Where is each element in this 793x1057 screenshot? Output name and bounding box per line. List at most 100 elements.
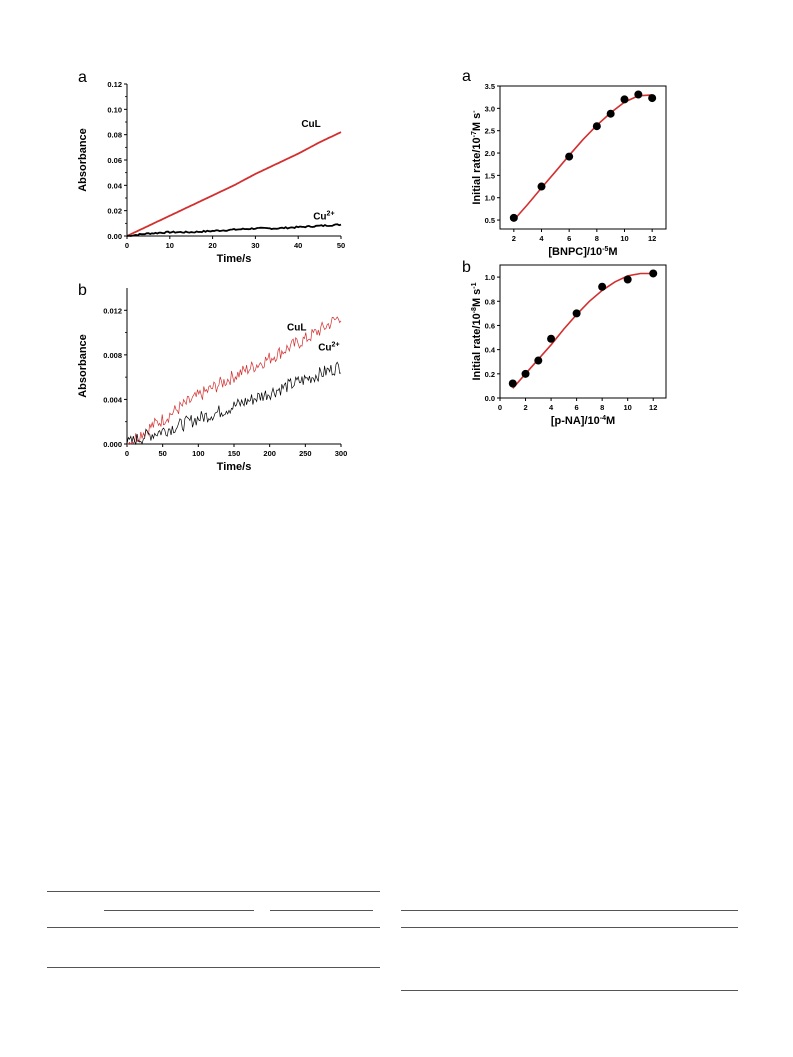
y-tick-label: 0.8 [485,297,495,306]
table-rule-right-bottom [401,990,738,991]
x-tick-label: 8 [595,234,599,243]
y-tick-label: 1.0 [485,194,495,203]
y-tick-label: 0.2 [485,370,495,379]
chart-rate-pna: 0 2 4 6 8 10 12 0.0 0.2 0.4 0.6 0.8 1.0 [p-NA]/10-4M I… [462,259,667,427]
data-point [547,334,556,343]
x-tick-label: 8 [600,403,604,412]
x-tick-label: 0 [498,403,502,412]
data-point [509,213,518,222]
x-tick-label: 4 [549,403,554,412]
x-tick-label: 50 [158,449,166,458]
y-tick-label: 0.08 [107,131,122,140]
x-tick-label: 10 [166,241,174,250]
table-rule-left-bottom [47,967,380,968]
x-tick-label: 300 [335,449,348,458]
x-tick-label: 30 [251,241,259,250]
y-tick-label: 0.00 [107,232,122,241]
panel-letter: b [78,282,87,299]
x-tick-label: 0 [125,449,129,458]
data-point [598,282,607,291]
series-line-cu2 [126,361,342,446]
x-axis-title: Time/s [217,253,252,265]
x-tick-label: 200 [263,449,276,458]
series-annotation: CuL [301,119,320,130]
x-tick-label: 250 [299,449,312,458]
series-line-cul [126,131,342,237]
x-tick-label: 40 [294,241,302,250]
y-axis-title: Absorbance [77,128,89,192]
y-tick-label: 2.5 [485,127,495,136]
y-tick-label: 0.6 [485,321,495,330]
x-tick-label: 10 [624,403,632,412]
y-tick-label: 0.5 [485,216,495,225]
y-tick-label: 0.000 [103,440,122,449]
table-rule-right-mid [401,927,738,928]
y-axis-title: Initial rate/10-7M s- [471,110,483,205]
data-point [606,109,615,118]
x-tick-label: 10 [620,234,628,243]
table-rule-right-top [401,910,738,911]
y-tick-label: 0.02 [107,207,122,216]
y-tick-label: 0.06 [107,156,122,165]
panel-letter: b [462,259,471,276]
y-tick-label: 0.4 [485,346,496,355]
fit-curve [513,94,653,221]
y-tick-label: 0.10 [107,105,122,114]
y-tick-label: 1.0 [485,273,495,282]
table-rule-left-mid [47,927,380,928]
y-tick-label: 3.0 [485,104,495,113]
y-tick-label: 0.12 [107,80,122,89]
y-axis-title: Absorbance [77,334,89,398]
plot-frame [499,264,667,399]
data-point [572,309,581,318]
data-point [534,356,543,365]
x-tick-label: 4 [539,234,544,243]
data-point [565,152,574,161]
panel-letter: a [462,68,471,85]
data-point [634,90,643,99]
x-axis-title: [p-NA]/10-4M [551,415,615,427]
table-rule-left-sub1 [104,910,254,911]
y-tick-label: 0.04 [107,181,122,190]
chart-absorbance-a: 0 10 20 30 40 50 0.00 0.02 0.04 0.06 0.08 0.10 0.12 T… [77,69,345,265]
y-tick-label: 3.5 [485,82,495,91]
y-tick-label: 0.008 [103,351,122,360]
y-axis-title: Initial rate/10-8M s-1 [471,282,483,380]
data-point [592,122,601,131]
panel-letter: a [78,69,87,86]
x-tick-label: 150 [228,449,241,458]
series-annotation: Cu2+ [313,211,334,223]
y-tick-label: 0.004 [103,395,123,404]
x-tick-label: 2 [523,403,527,412]
data-point [649,269,658,278]
x-tick-label: 0 [125,241,129,250]
data-point [521,369,530,378]
fit-curve [512,272,654,389]
x-tick-label: 2 [512,234,516,243]
x-tick-label: 100 [192,449,205,458]
plot-frame [499,85,667,230]
x-axis-title: [BNPC]/10-5M [548,246,617,258]
table-rule-left-sub2 [270,910,373,911]
x-tick-label: 12 [649,403,657,412]
data-point [537,182,546,191]
x-tick-label: 50 [337,241,345,250]
y-tick-label: 0.012 [103,306,122,315]
series-line-cu2 [126,223,342,237]
x-axis-title: Time/s [217,461,252,473]
data-point [623,275,632,284]
table-rule-left-top [47,891,380,892]
series-annotation: Cu2+ [318,341,339,353]
x-tick-label: 6 [575,403,579,412]
y-tick-label: 1.5 [485,171,495,180]
series-annotation: CuL [287,322,306,333]
data-point [620,95,629,104]
data-point [648,94,657,103]
data-point [508,379,517,388]
chart-rate-bnpc: 2 4 6 8 10 12 0.5 1.0 1.5 2.0 2.5 3.0 3.5 [BNPC]/10-5… [462,68,667,258]
x-tick-label: 12 [648,234,656,243]
x-tick-label: 6 [567,234,571,243]
y-tick-label: 0.0 [485,394,495,403]
chart-absorbance-b: 0 50 100 150 200 250 300 0.000 0.004 0.008 0.012 Ti… [77,282,347,473]
